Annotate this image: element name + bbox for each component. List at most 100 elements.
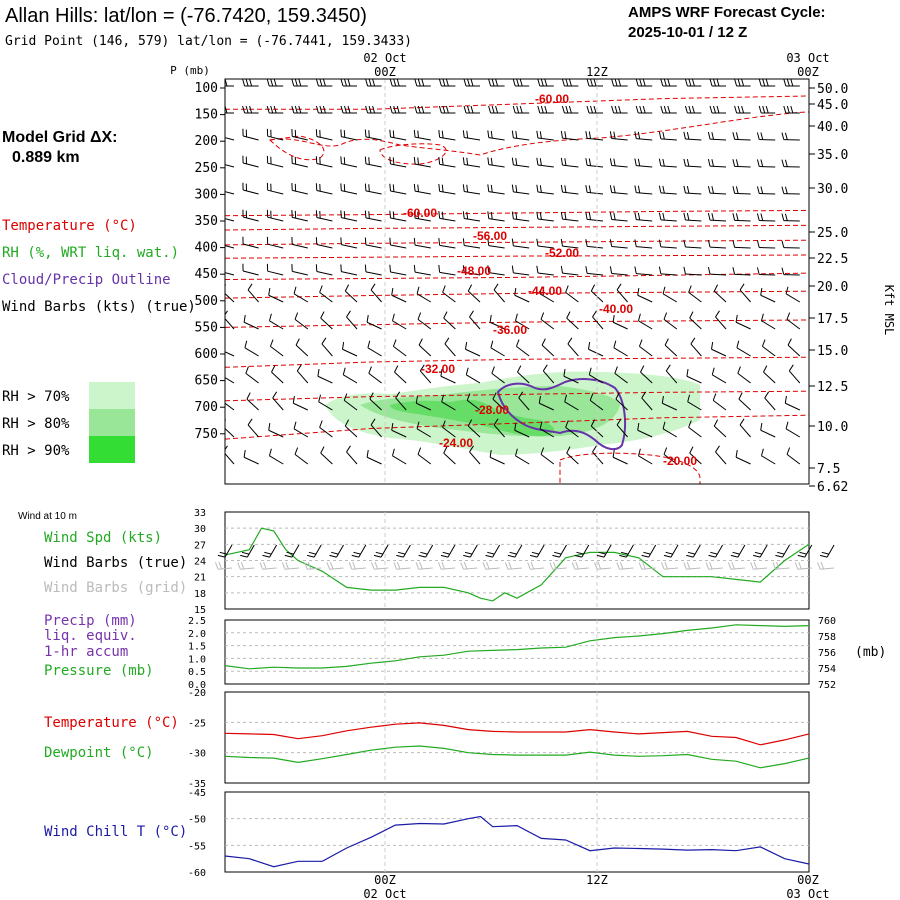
wind-barb (737, 366, 751, 384)
p-precip-ytick: 1.0 (188, 654, 206, 665)
p-temp-ytick: -20 (188, 688, 206, 699)
wind-barb (760, 287, 776, 303)
wind10-panel: 33 30 27 24 21 18 15 (194, 508, 835, 616)
wind-barb (392, 448, 407, 465)
surface-wind-barb-grid (660, 561, 679, 570)
pressure-tick-label: 700 (195, 400, 218, 415)
wind-barb (413, 210, 431, 222)
height-tick-label: 30.0 (817, 182, 848, 197)
height-tick-label: 10.0 (817, 420, 848, 435)
pressure-tick-label: 600 (195, 347, 218, 362)
wind-barb (269, 448, 284, 465)
wind-barb (392, 313, 407, 330)
wind-barb (225, 270, 235, 276)
wind-barb (364, 210, 382, 222)
wind-barb (560, 265, 579, 276)
wind-barb (462, 130, 481, 141)
wind-barb (462, 211, 481, 222)
pressure-tick-label: 450 (195, 267, 218, 282)
wind-barb (511, 238, 530, 249)
wind-barb (490, 340, 505, 357)
wind-barb (756, 240, 776, 249)
wind-barb (586, 79, 603, 87)
surface-wind-barb-true (663, 544, 679, 558)
wind-barb (487, 211, 505, 222)
contour-label-m24: -24.00 (439, 436, 473, 450)
wind-barb (269, 339, 284, 357)
temp-contour-minus52 (225, 224, 809, 231)
wind-barb (319, 285, 333, 303)
p-wind-ytick: 27 (194, 540, 206, 551)
surface-wind-barb-true (775, 544, 790, 558)
wind-barb (392, 339, 407, 357)
surface-wind-barb-grid (727, 561, 745, 570)
wind-barb (686, 368, 702, 384)
wind-barb (441, 394, 456, 411)
wind-barb (689, 311, 702, 330)
wind-barb (684, 105, 702, 114)
contour-label-m20: -20.00 (663, 454, 697, 468)
p-chill-ytick: -55 (188, 841, 206, 852)
surface-wind-barb-true (307, 544, 322, 558)
wind-barb (291, 129, 308, 141)
wind-barb (320, 311, 333, 330)
wind-barb (319, 420, 333, 438)
p-chill-ytick: -60 (188, 868, 206, 879)
wind-barb (786, 312, 801, 330)
wind-barb (242, 236, 259, 249)
wind-barb (662, 286, 678, 303)
forecast-cycle-value: 2025-10-01 / 12 Z (628, 24, 747, 41)
wind-barb (517, 365, 530, 384)
surface-wind-barb-true (440, 544, 456, 558)
wind-barb (683, 266, 702, 276)
surface-wind-barb-grid (794, 561, 812, 570)
wind-barb (291, 210, 308, 222)
wind-barb (634, 158, 653, 168)
pressure-tick-label: 350 (195, 214, 218, 229)
p-precip-ytick: 0.5 (188, 667, 206, 678)
wind-barb (463, 79, 480, 87)
wind-barb (294, 312, 309, 330)
top-tick-00z-1: 00Z (374, 65, 396, 79)
wind-barb (638, 313, 653, 330)
wind-barb (616, 283, 628, 303)
contour-label-m60-b: -60.00 (403, 206, 437, 220)
wind-barb (511, 184, 530, 195)
wind-barb (609, 131, 628, 141)
wind-barb (613, 340, 628, 357)
temperature-label: Temperature (°C) (44, 715, 179, 731)
surface-wind-barb-true (619, 544, 634, 558)
surface-wind-barb-true (686, 544, 701, 558)
wind-barb (415, 395, 432, 411)
surface-wind-barb-grid (571, 561, 589, 570)
wind-barb (443, 311, 456, 330)
wind-barb (389, 105, 407, 114)
wind-barb (540, 312, 555, 330)
p-temp-ytick: -35 (188, 779, 206, 790)
wind-barb (488, 105, 505, 114)
wind-barb (658, 185, 677, 195)
wind-barb (394, 365, 407, 384)
height-tick-label: 50.0 (817, 82, 848, 97)
wind-barb (735, 314, 751, 330)
wind-barb (242, 209, 259, 222)
surface-wind-barb-true (485, 544, 501, 558)
surface-wind-barb-true (351, 544, 367, 558)
wind-barb (609, 239, 628, 249)
wind-barb (715, 445, 727, 465)
wind-barb (683, 131, 702, 141)
wind-barb (736, 340, 751, 357)
wind-barb (366, 449, 382, 465)
wind-barb (784, 395, 801, 411)
contour-minus60-cell1 (268, 135, 325, 161)
pressure-tick-label: 650 (195, 374, 218, 389)
wind-barb (440, 368, 456, 384)
wind-barb (466, 393, 481, 411)
height-tick-label: 7.5 (817, 462, 840, 477)
top-tick-00z-2: 00Z (797, 65, 819, 79)
pressure-ticks: 100 150 200 250 300 350 400 450 500 550 600 650 700 7… (195, 81, 225, 442)
wind-barb (225, 374, 235, 384)
p-precip-ytick: 2.0 (188, 629, 206, 640)
wind-barb (413, 264, 431, 276)
wind-barb (732, 132, 751, 141)
